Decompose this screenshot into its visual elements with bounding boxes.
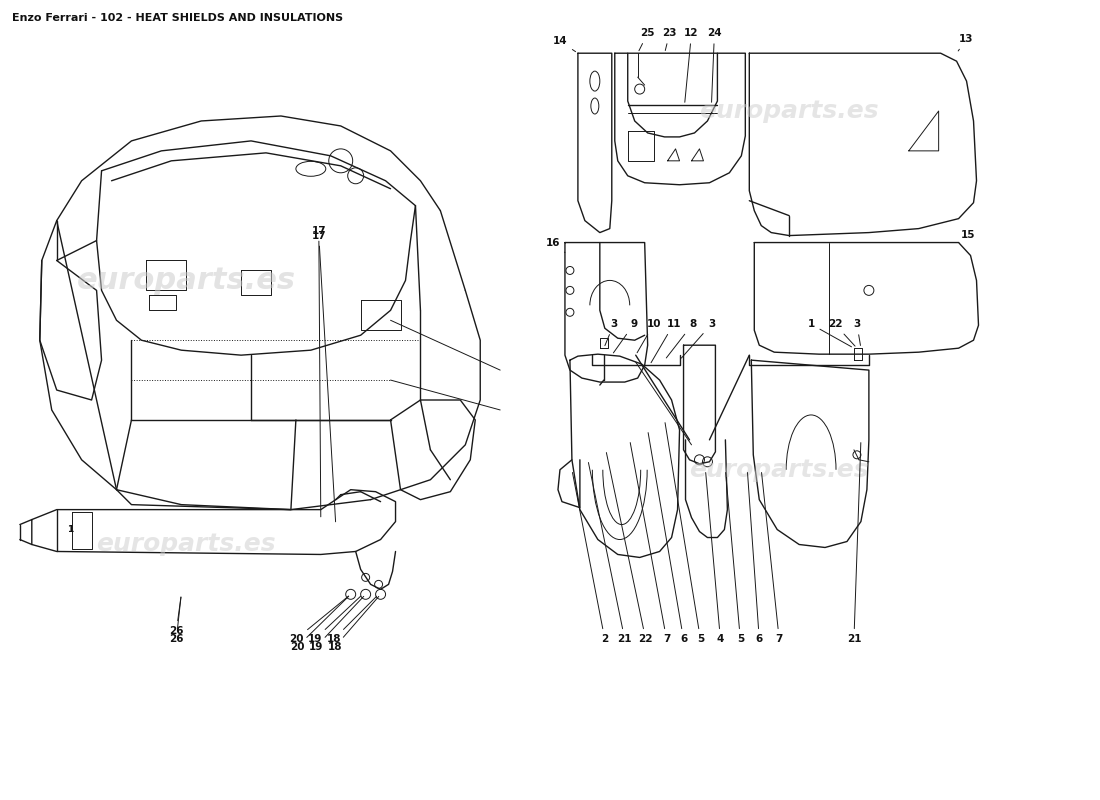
- Text: europarts.es: europarts.es: [690, 458, 869, 482]
- Text: 6: 6: [648, 433, 688, 644]
- Text: 15: 15: [958, 230, 976, 242]
- Text: 4: 4: [706, 473, 724, 644]
- Text: 18: 18: [328, 597, 378, 652]
- Text: 20: 20: [289, 596, 349, 652]
- Text: 5: 5: [726, 473, 744, 644]
- Text: 3: 3: [854, 319, 860, 346]
- Text: 19: 19: [309, 596, 364, 652]
- Text: 13: 13: [958, 34, 974, 51]
- Text: 9: 9: [614, 319, 637, 353]
- Text: 17: 17: [311, 230, 336, 522]
- Text: 25: 25: [639, 28, 654, 50]
- Text: 1: 1: [66, 525, 73, 534]
- Text: europarts.es: europarts.es: [700, 99, 879, 123]
- Text: 3: 3: [681, 319, 715, 358]
- Text: 26: 26: [169, 597, 184, 644]
- Text: 12: 12: [684, 28, 699, 102]
- Text: 17: 17: [311, 226, 326, 517]
- Text: 7: 7: [630, 442, 670, 644]
- Text: 20: 20: [288, 596, 349, 644]
- Text: 22: 22: [828, 319, 855, 346]
- Text: 22: 22: [606, 453, 653, 644]
- Text: 7: 7: [761, 473, 783, 644]
- Text: 6: 6: [748, 473, 763, 644]
- Text: 26: 26: [169, 597, 184, 636]
- Text: 24: 24: [707, 28, 722, 102]
- Text: Enzo Ferrari - 102 - HEAT SHIELDS AND INSULATIONS: Enzo Ferrari - 102 - HEAT SHIELDS AND IN…: [12, 14, 343, 23]
- Text: 18: 18: [327, 596, 376, 644]
- Text: 10: 10: [637, 319, 661, 353]
- Text: 21: 21: [847, 442, 861, 644]
- Text: 16: 16: [546, 238, 565, 253]
- Text: 14: 14: [552, 36, 575, 52]
- Text: europarts.es: europarts.es: [77, 266, 296, 295]
- Text: 21: 21: [588, 462, 632, 644]
- Text: 2: 2: [572, 473, 608, 644]
- Text: 1: 1: [807, 319, 851, 347]
- Text: 19: 19: [308, 596, 361, 644]
- Text: 23: 23: [662, 28, 676, 50]
- Text: 11: 11: [651, 319, 681, 362]
- Text: 3: 3: [605, 319, 617, 346]
- Text: 8: 8: [667, 319, 696, 358]
- Text: 5: 5: [666, 422, 704, 644]
- Text: europarts.es: europarts.es: [97, 533, 276, 557]
